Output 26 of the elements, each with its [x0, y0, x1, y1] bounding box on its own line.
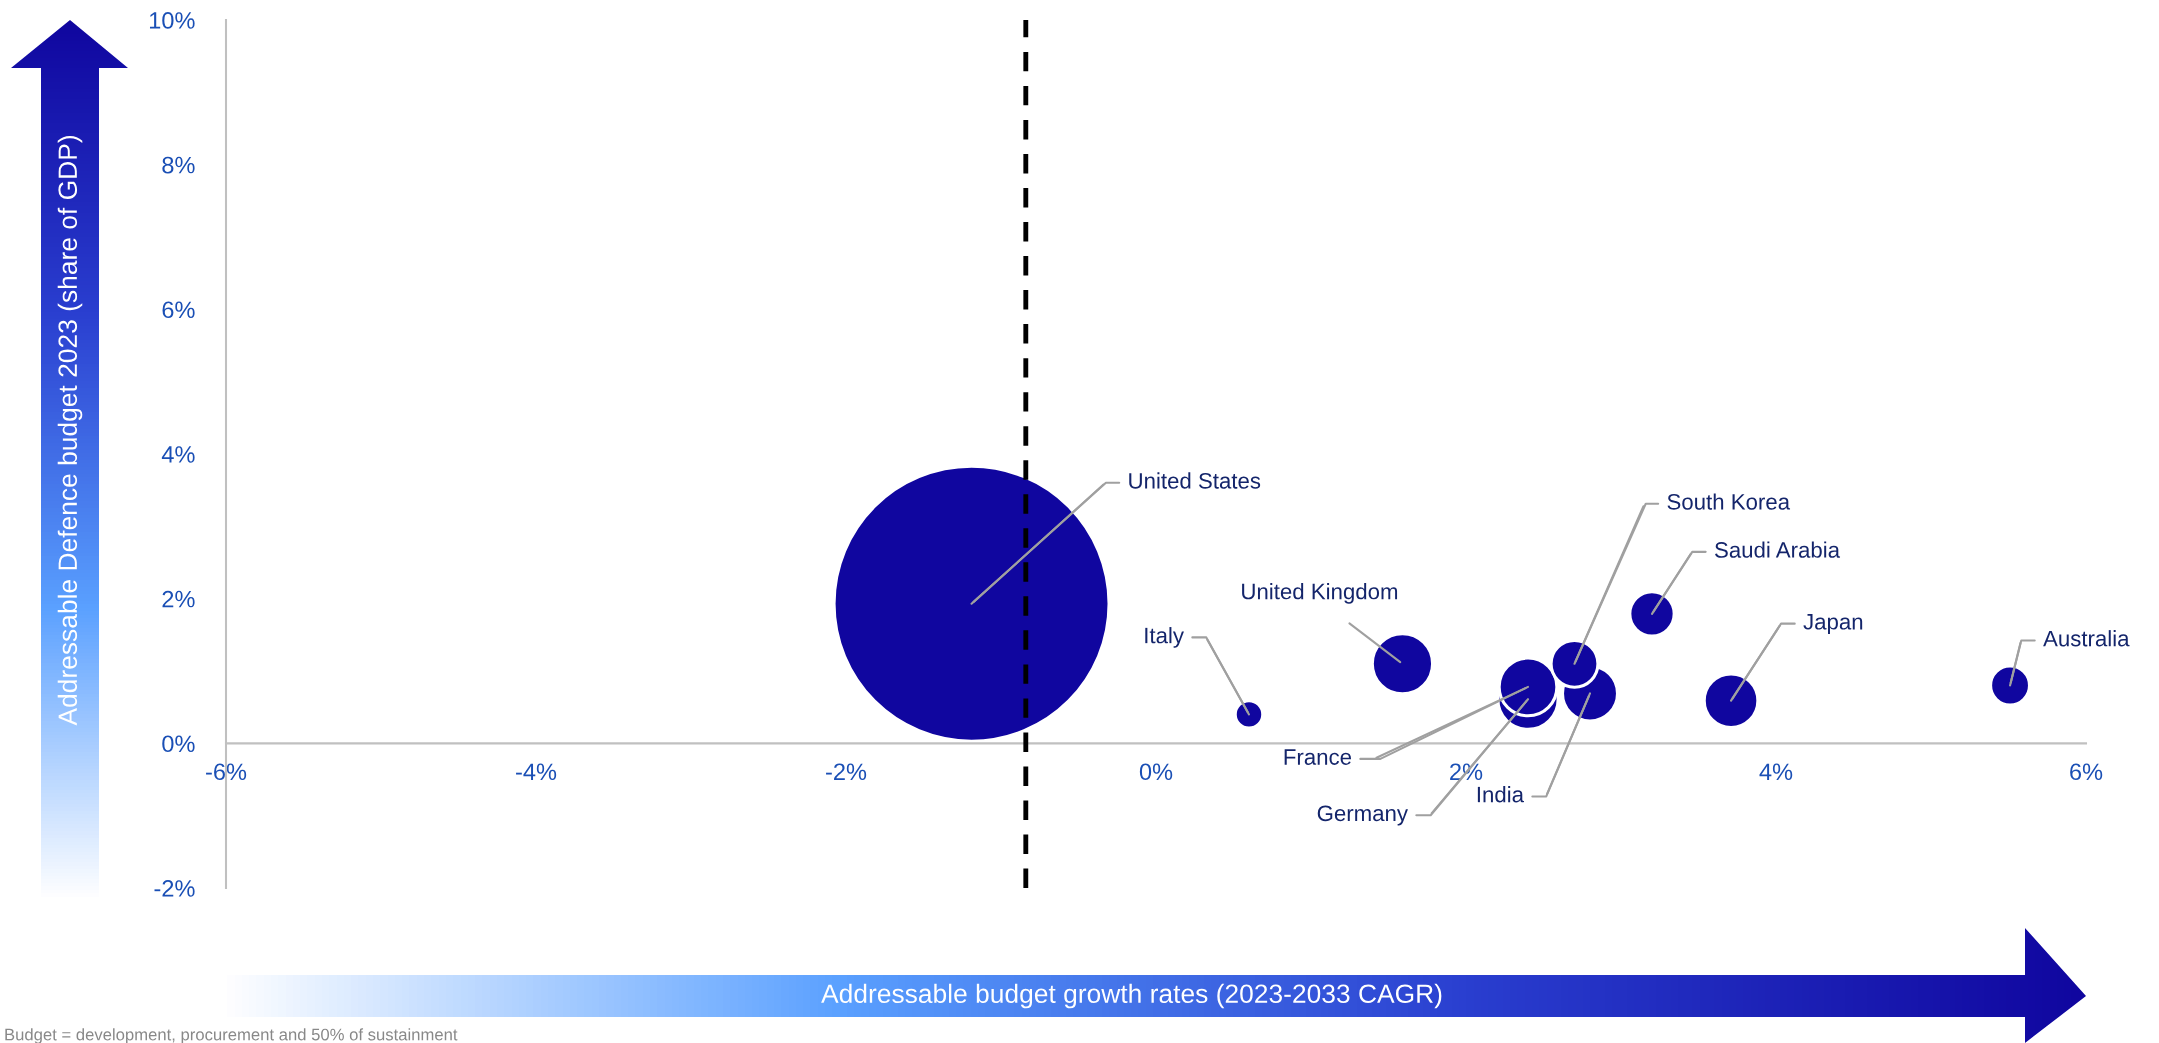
text: Germany — [1317, 805, 1408, 826]
text: Budget = development, procurement and 50% of sustainment — [5, 1028, 458, 1043]
y-tick-label: -2% — [154, 880, 195, 897]
text: Japan — [1803, 614, 1863, 635]
series-label: United Kingdom — [1242, 583, 1398, 604]
y-tick-label: 10% — [149, 12, 195, 29]
x-tick-label: 0% — [1139, 763, 1173, 781]
y-tick-label: 6% — [162, 301, 195, 319]
y-tick-label: 0% — [162, 735, 195, 753]
text: Italy — [1145, 627, 1184, 648]
text: United States — [1129, 472, 1261, 489]
text: India — [1477, 786, 1524, 803]
y-tick-label: 4% — [161, 446, 195, 463]
y-tick-label: 8% — [162, 156, 195, 174]
x-axis-title: Addressable budget growth rates (2023-2033 CAGR) — [821, 983, 1442, 1009]
text: South Korea — [1667, 493, 1791, 510]
y-tick-label: 2% — [162, 590, 195, 608]
text: France — [1284, 749, 1352, 765]
x-tick-label: -2% — [826, 763, 867, 781]
x-tick-label: -4% — [516, 763, 557, 781]
x-tick-label: -6% — [206, 763, 247, 781]
text: Saudi Arabia — [1715, 541, 1841, 558]
y-axis-title: Addressable Defence budget 2023 (share of GDP) — [57, 136, 83, 726]
series-label: Australia — [2043, 630, 2130, 647]
x-tick-label: 4% — [1759, 763, 1793, 781]
x-tick-label: 6% — [2070, 763, 2103, 781]
